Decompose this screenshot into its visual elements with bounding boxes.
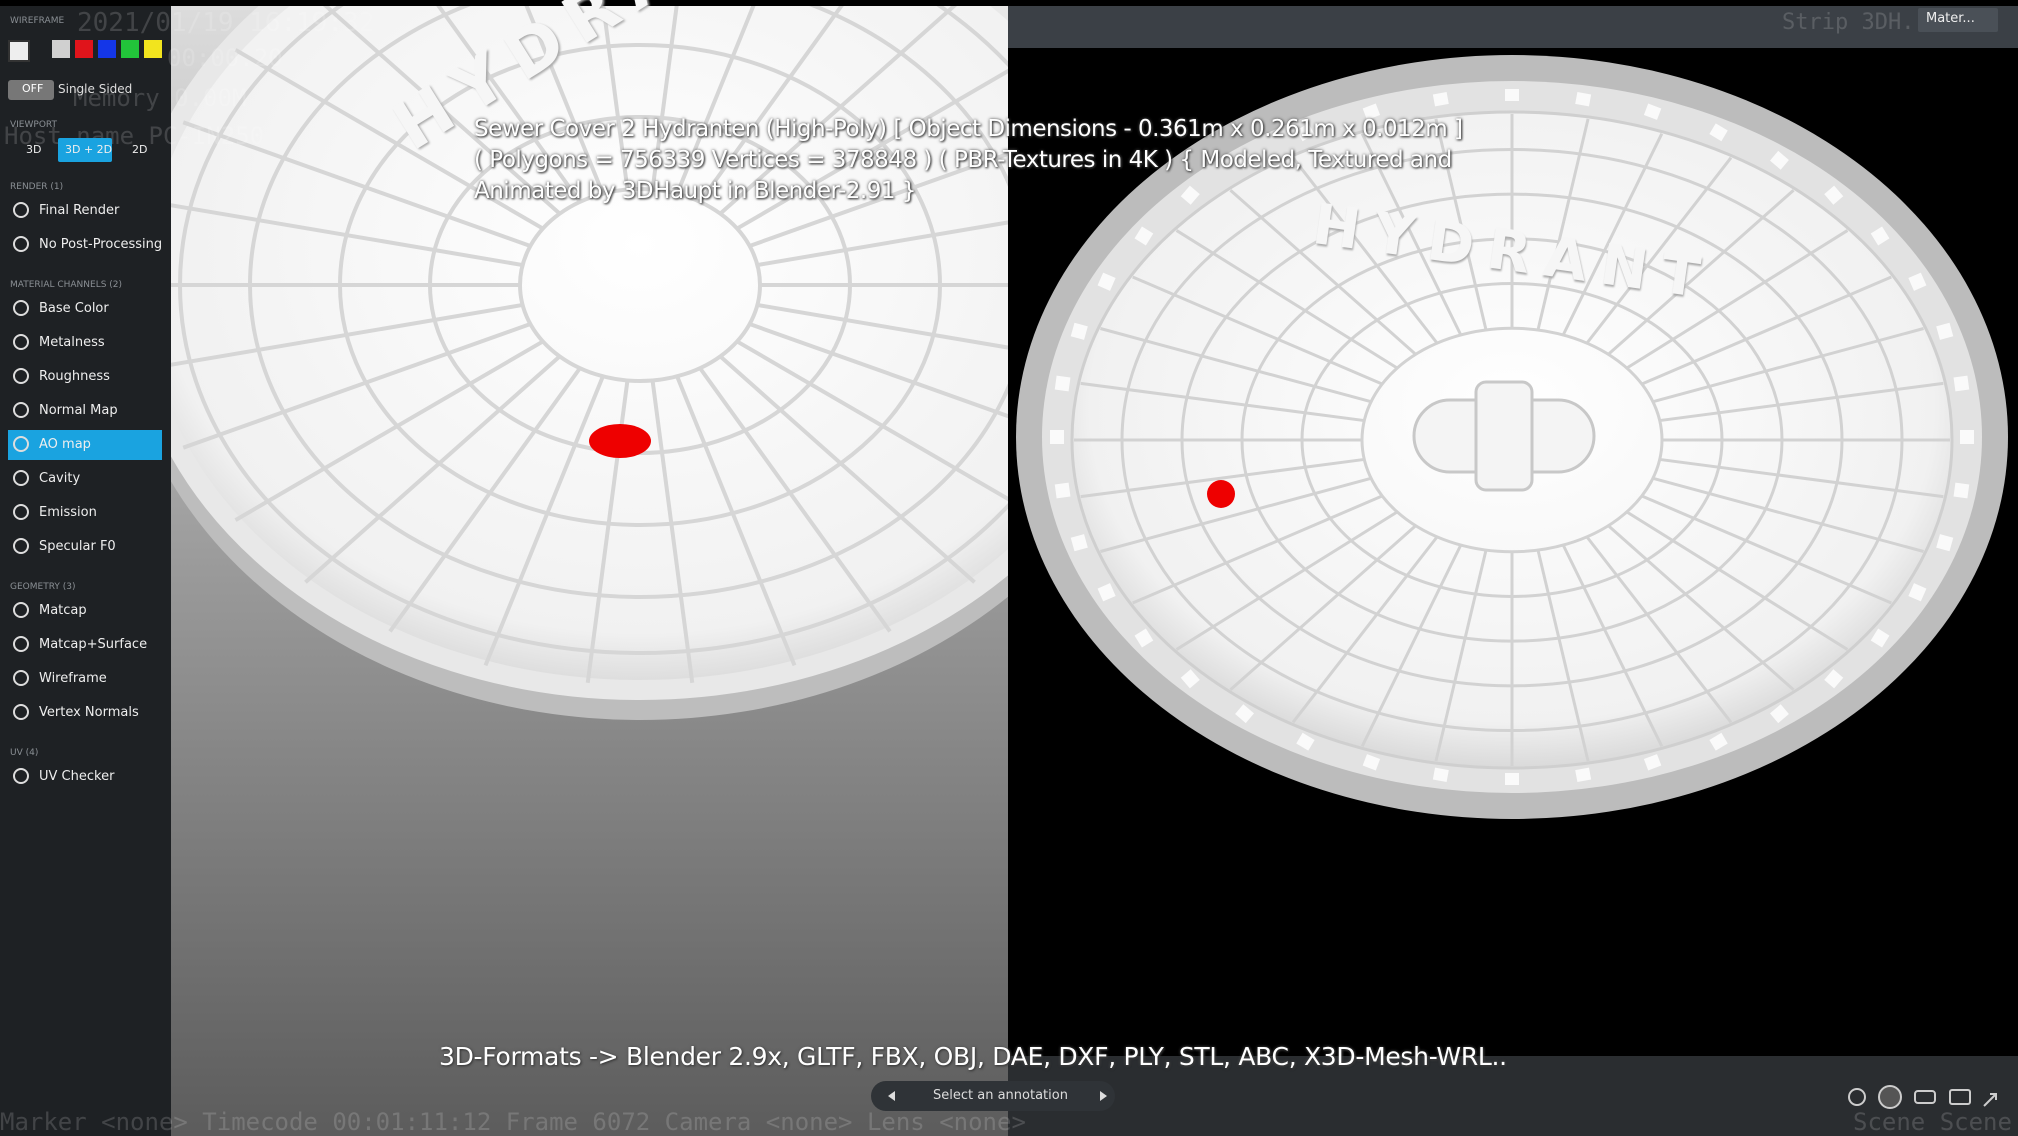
menu-item[interactable]: AO map: [39, 437, 91, 452]
annotation-pill[interactable]: [871, 1081, 1115, 1111]
menu-item[interactable]: Cavity: [39, 471, 81, 486]
menu-item[interactable]: Matcap: [39, 603, 87, 618]
background-text: Host name PC-IN250: [4, 122, 265, 150]
background-text: Scene Scene: [1853, 1108, 2012, 1136]
menu-item[interactable]: Specular F0: [39, 539, 116, 554]
section-label: RENDER (1): [10, 182, 64, 192]
annotation-select[interactable]: Select an annotation: [933, 1088, 1068, 1103]
menu-item[interactable]: Wireframe: [39, 671, 107, 686]
menu-item[interactable]: Metalness: [39, 335, 105, 350]
item-active: [8, 430, 162, 460]
menu-item[interactable]: Matcap+Surface: [39, 637, 148, 652]
item-icon: [13, 202, 29, 218]
top-bar: [1008, 6, 2018, 48]
color-swatch[interactable]: [75, 40, 93, 58]
sidebar-bg: [0, 6, 171, 1136]
model-info: Animated by 3DHaupt in Blender-2.91 }: [474, 178, 916, 204]
background-text: 00:00.20: [167, 44, 283, 72]
menu-item[interactable]: Base Color: [39, 301, 109, 316]
item-icon: [13, 236, 29, 252]
item-icon: [13, 538, 29, 554]
section-label: VIEWPORT: [10, 120, 58, 130]
color-swatch[interactable]: [121, 40, 139, 58]
section-label: UV (4): [10, 748, 39, 758]
viewport-active: [58, 138, 112, 162]
item-icon: [13, 436, 29, 452]
background-text: Memory 0.00M: [73, 84, 247, 112]
viewport-mode[interactable]: 2D: [132, 143, 148, 156]
menu-item[interactable]: Roughness: [39, 369, 110, 384]
section-label: GEOMETRY (3): [10, 582, 76, 592]
section-label: WIREFRAME: [10, 16, 65, 26]
model-info: ( Polygons = 756339 Vertices = 378848 ) …: [474, 147, 1452, 173]
item-icon: [13, 704, 29, 720]
right-cover: [1016, 55, 2008, 819]
model-info: Sewer Cover 2 Hydranten (High-Poly) [ Ob…: [474, 116, 1463, 142]
menu-item[interactable]: Emission: [39, 505, 97, 520]
annotation-marker[interactable]: [589, 424, 651, 458]
item-icon: [13, 334, 29, 350]
menu-item[interactable]: UV Checker: [39, 769, 115, 784]
item-icon: [13, 470, 29, 486]
color-swatch[interactable]: [98, 40, 116, 58]
item-icon: [13, 300, 29, 316]
viewport-mode[interactable]: 3D + 2D: [65, 143, 113, 156]
material-menu-bg[interactable]: [1918, 8, 1998, 32]
toggle[interactable]: OFF: [22, 82, 44, 95]
wireframe-toggle[interactable]: [8, 40, 30, 62]
color-swatch[interactable]: [144, 40, 162, 58]
background-text: Marker <none> Timecode 00:01:11:12 Frame…: [0, 1108, 1026, 1136]
menu-item[interactable]: No Post-Processing: [39, 237, 163, 252]
menu-item[interactable]: Final Render: [39, 203, 120, 218]
formats-caption: 3D-Formats -> Blender 2.9x, GLTF, FBX, O…: [439, 1042, 1507, 1071]
item-icon: [13, 636, 29, 652]
viewport-mode[interactable]: 3D: [26, 143, 42, 156]
annotation-marker[interactable]: [1207, 480, 1235, 508]
item-icon: [13, 670, 29, 686]
toggle-bg[interactable]: [8, 80, 54, 100]
section-label: MATERIAL CHANNELS (2): [10, 280, 123, 290]
item-icon: [13, 504, 29, 520]
item-icon: [13, 368, 29, 384]
item-icon: [13, 602, 29, 618]
material-menu[interactable]: Mater...: [1926, 11, 1975, 26]
color-swatch[interactable]: [52, 40, 70, 58]
menu-item[interactable]: Vertex Normals: [39, 705, 139, 720]
menu-item[interactable]: Normal Map: [39, 403, 118, 418]
background-text: Strip 3DH...: [1782, 10, 1941, 35]
option-label: Single Sided: [58, 82, 133, 96]
left-cover: [171, 6, 1008, 720]
background-text: 2021/01/19 16:19:32: [77, 8, 375, 38]
item-icon: [13, 768, 29, 784]
item-icon: [13, 402, 29, 418]
toolbar-icons[interactable]: [1848, 1085, 1997, 1109]
